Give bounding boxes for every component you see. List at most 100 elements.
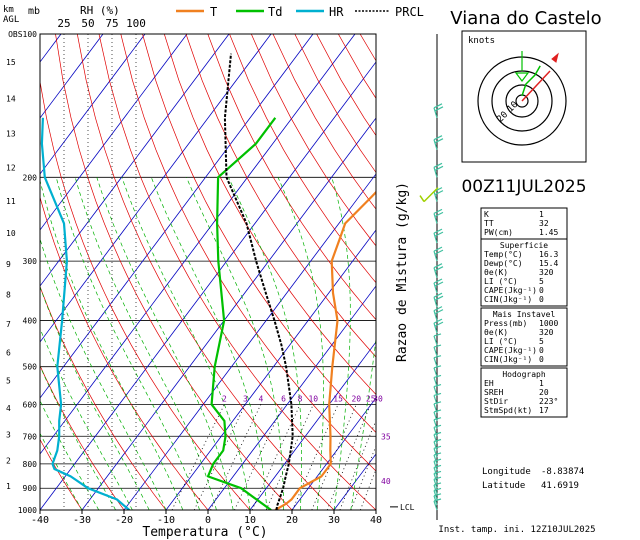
info-value: 5 [539,277,544,286]
wind-barb-flag [433,228,443,234]
info-box-heading: Superficie [500,241,548,250]
km-tick-label: 14 [6,94,16,103]
isotherm-line [40,34,314,399]
wind-barb-staff [433,139,438,150]
isotherm-line [123,173,376,510]
isotherm-line [40,34,356,455]
wind-barb-staff [433,250,438,262]
dry-adiabat-line [229,34,376,284]
hodograph-units-label: knots [468,36,495,46]
info-key: Press(mb) [484,319,527,328]
wind-barb-staff [433,495,438,505]
pressure-tick-label: 800 [23,460,38,469]
wind-barb [433,208,444,224]
x-tick-label: 10 [244,515,256,526]
wind-barb-flag [433,344,442,348]
moist-adiabat-line [150,177,268,510]
wind-barb [433,365,442,377]
mixing-ratio-label: 3 [243,394,248,403]
wind-barb-flag [433,246,443,252]
legend-T-label: T [210,5,217,19]
info-value: 0 [539,286,544,295]
wind-barb-flag [433,135,443,141]
km-tick-label: 12 [6,164,16,173]
wind-barb-staff [433,500,438,511]
wind-barb [433,246,444,262]
wind-barb [433,452,442,465]
info-value: 32 [539,219,549,228]
wind-barb [433,470,442,483]
wind-barb-staff [433,434,438,444]
km-tick-label: 13 [6,130,16,139]
wind-barb-flag [434,106,444,112]
dry-adiabat-line [40,79,251,510]
isotherm-line [291,397,376,510]
wind-barb [433,464,442,477]
wind-barb-flag [433,445,442,449]
wind-barb-flag [433,464,442,468]
wind-barb-flag [433,306,443,312]
x-tick-label: -30 [73,515,91,526]
wind-barb-flag [433,417,442,421]
dry-adiabat-line [76,34,335,510]
wind-barb [433,228,444,244]
moist-adiabat-line [55,177,200,510]
x-tick-label: 20 [286,515,298,526]
wind-barb [433,392,442,405]
wind-barb-staff [433,167,438,178]
wind-barb-staff [433,395,438,405]
wind-barb [433,424,442,437]
info-key: LI (°C) [484,277,518,286]
pressure-tick-label: 1000 [18,506,37,515]
info-key: θe(K) [484,328,508,337]
storm-motion-marker [551,52,559,63]
isotherm-line [40,34,104,119]
wind-barb-staff [433,191,438,202]
series-hr-line [40,117,131,510]
info-value: 320 [539,268,554,277]
x-tick-label: 0 [205,515,211,526]
x-tick-label: 40 [370,515,382,526]
wind-barb-flag [433,409,442,413]
km-tick-label: 5 [6,377,11,386]
mixing-ratio-line [210,404,262,510]
moist-adiabat-line [350,335,376,510]
wind-barb-flag [434,211,444,217]
wind-barb-staff [433,473,438,483]
hodograph-marker [514,72,530,82]
series-t-line [274,190,376,510]
wind-barb-flag [433,162,443,168]
pressure-tick-label: 500 [23,363,38,372]
wind-barb-flag [433,333,442,337]
wind-barb [433,409,442,422]
mixing-ratio-label: 6 [281,394,286,403]
footer-initial-time: Inst. tamp. ini. 12Z10JUL2025 [438,525,595,535]
mixing-ratio-label: 15 [333,394,343,403]
mixing-ratio-label: 4 [258,394,263,403]
x-tick-label: -10 [157,515,175,526]
info-box-heading: Hodograph [502,370,546,379]
wind-barb-staff [433,335,438,346]
wind-barb [433,135,444,150]
pressure-tick-label: 200 [23,173,38,182]
wind-barb-staff [433,454,438,465]
info-key: CIN(Jkg⁻¹) [484,295,532,304]
rh-tick-label: 50 [81,17,94,30]
moist-adiabat-line [74,177,217,510]
wind-barb [433,318,444,334]
wind-barb-flag [433,424,442,428]
info-value: 15.4 [539,259,558,268]
wind-barb-flag [433,452,442,456]
wind-barb-flag [433,438,442,443]
wind-barb-staff [433,297,438,308]
info-key: StDir [484,397,508,406]
wind-barb-flag [433,374,442,378]
longitude-key: Longitude [482,467,531,477]
info-box [480,307,568,367]
series-td-line [206,117,277,510]
info-value: 1 [539,379,544,388]
info-box-heading: Mais Instavel [493,310,556,319]
mixing-ratio-label: 8 [298,394,303,403]
rh-tick-label: 25 [57,17,70,30]
